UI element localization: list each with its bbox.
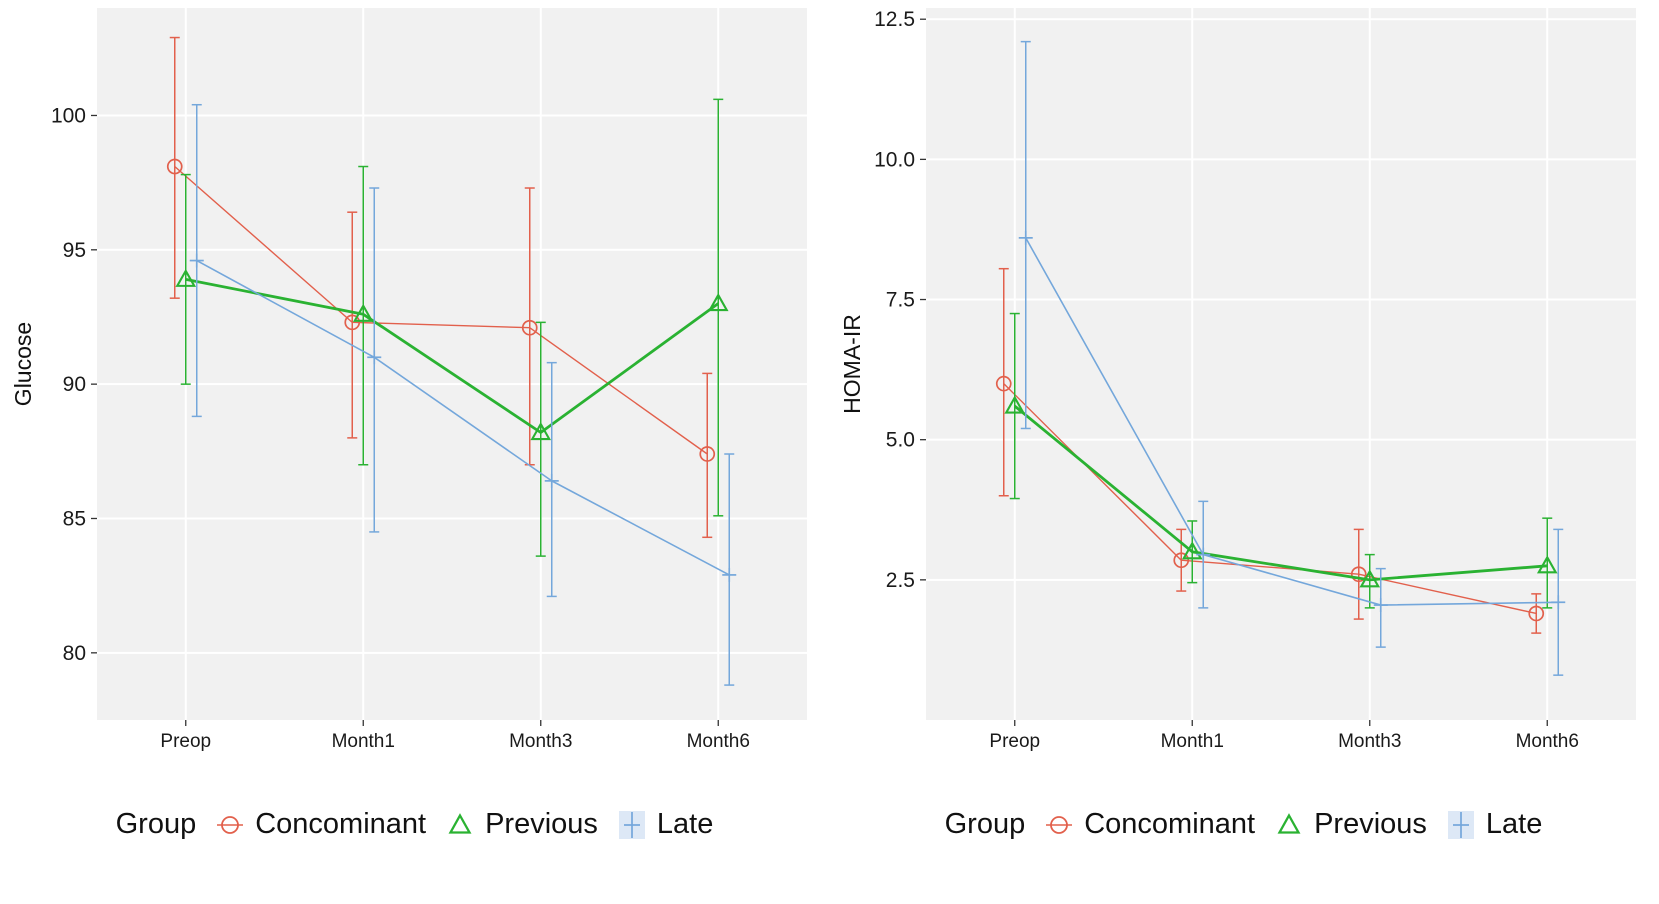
- y-tick-label: 7.5: [885, 289, 914, 312]
- x-tick-label: Month3: [1338, 731, 1401, 752]
- legend-item-previous: Previous: [442, 808, 598, 841]
- y-axis-title: HOMA-IR: [839, 314, 865, 414]
- y-tick-label: 100: [50, 104, 85, 127]
- series-line-previous: [1013, 404, 1547, 582]
- marker-circle-icon: [698, 446, 715, 462]
- glucose-chart: 80 85 90 95 100 Preop Month1 Month3 Month6 Glucos…: [0, 0, 829, 904]
- series-line-concominant: [173, 165, 708, 455]
- marker-triangle-icon: [1181, 541, 1203, 560]
- legend-key-plus-icon: [1447, 810, 1474, 839]
- series-line-late: [195, 259, 730, 576]
- marker-circle-icon: [1527, 605, 1544, 622]
- series-line-concominant: [1002, 383, 1536, 615]
- series-line-late: [1024, 237, 1558, 606]
- marker-triangle-icon: [707, 292, 729, 312]
- legend-key-circle-icon: [1046, 815, 1073, 834]
- chart-canvas: 2.5 5.0 7.5 10.0 12.5 Preop Month1 Month3 Month6…: [839, 8, 1636, 752]
- legend-label: Concominant: [1084, 808, 1256, 840]
- marker-circle-icon: [995, 375, 1012, 392]
- y-tick-label: 12.5: [874, 8, 915, 31]
- x-tick-label: Month1: [1160, 731, 1223, 752]
- marker-triangle-icon: [1358, 569, 1380, 588]
- x-tick-label: Month1: [331, 731, 394, 752]
- marker-circle-icon: [166, 158, 183, 175]
- x-tick-label: Month3: [509, 731, 572, 752]
- legend-label: Late: [1485, 808, 1543, 840]
- marker-triangle-icon: [174, 268, 196, 287]
- y-tick-label: 90: [62, 373, 85, 396]
- chart-canvas: 80 85 90 95 100 Preop Month1 Month3 Month6 Glucos…: [10, 8, 807, 752]
- y-axis-title: Glucose: [10, 322, 36, 406]
- marker-circle-icon: [1350, 566, 1367, 583]
- homa-ir-plot-area: 2.5 5.0 7.5 10.0 12.5 Preop Month1 Month3 Month6…: [838, 0, 1650, 772]
- panel-background: [925, 8, 1636, 720]
- legend-title: Group: [115, 808, 197, 840]
- legend-item-previous: Previous: [1271, 808, 1427, 841]
- marker-triangle-icon: [529, 421, 551, 441]
- x-tick-label: Month6: [1515, 731, 1578, 752]
- y-tick-label: 10.0: [874, 148, 915, 171]
- x-tick-label: Preop: [989, 731, 1040, 752]
- legend-key-plus-icon: [618, 810, 645, 839]
- legend-label: Previous: [1314, 808, 1427, 840]
- y-tick-label: 80: [62, 642, 85, 665]
- glucose-legend: Group Concominant Previous Late: [116, 808, 714, 841]
- legend-key-triangle-icon: [448, 812, 472, 834]
- legend-item-late: Late: [1443, 808, 1542, 841]
- legend-label: Late: [656, 808, 714, 840]
- legend-label: Previous: [485, 808, 598, 840]
- y-tick-label: 5.0: [885, 429, 914, 452]
- legend-label: Concominant: [255, 808, 427, 840]
- marker-triangle-icon: [352, 303, 374, 322]
- y-tick-label: 85: [62, 507, 85, 530]
- y-tick-label: 2.5: [885, 569, 914, 592]
- glucose-plot-area: 80 85 90 95 100 Preop Month1 Month3 Month6 Glucos…: [9, 0, 821, 772]
- marker-circle-icon: [521, 319, 538, 336]
- legend-item-late: Late: [614, 808, 713, 841]
- legend-key-circle-icon: [217, 815, 244, 834]
- marker-circle-icon: [1172, 552, 1189, 569]
- marker-circle-icon: [343, 314, 360, 331]
- legend-item-concominant: Concominant: [212, 808, 426, 841]
- panel-background: [96, 8, 807, 720]
- series-line-previous: [184, 277, 719, 434]
- homa-ir-chart: 2.5 5.0 7.5 10.0 12.5 Preop Month1 Month3 Month6…: [829, 0, 1658, 904]
- legend-key-triangle-icon: [1277, 812, 1301, 834]
- marker-triangle-icon: [1003, 395, 1025, 414]
- homa-ir-legend: Group Concominant Previous Late: [945, 808, 1543, 841]
- marker-triangle-icon: [1536, 555, 1558, 574]
- legend-title: Group: [944, 808, 1026, 840]
- y-tick-label: 95: [62, 239, 85, 262]
- x-tick-label: Preop: [160, 731, 211, 752]
- x-tick-label: Month6: [686, 731, 749, 752]
- legend-item-concominant: Concominant: [1041, 808, 1255, 841]
